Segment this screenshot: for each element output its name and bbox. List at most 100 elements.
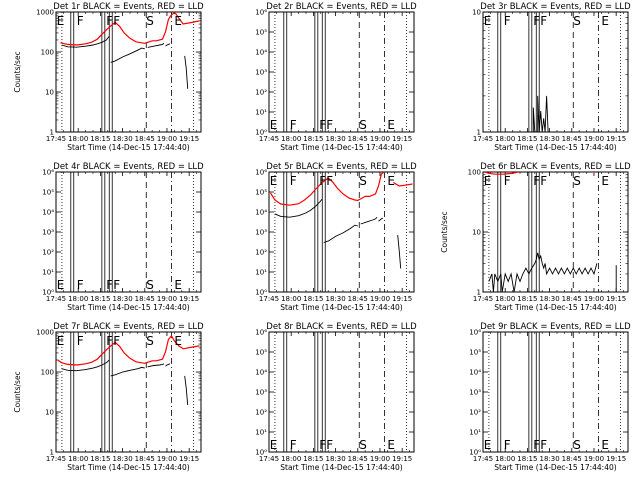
x-tick-label: 18:45	[562, 455, 582, 463]
series-events-line	[165, 43, 171, 47]
x-tick-label: 18:00	[281, 135, 301, 143]
y-tick-label: 10⁰	[255, 449, 267, 457]
y-tick-label: 10³	[42, 229, 54, 237]
marker-label: F	[504, 14, 511, 28]
y-tick-label: 10⁴	[255, 369, 267, 377]
y-tick-label: 10⁴	[255, 209, 267, 217]
marker-label: E	[174, 334, 182, 348]
marker-label: F	[77, 278, 84, 292]
marker-label: S	[573, 438, 581, 452]
marker-label: E	[601, 174, 609, 188]
y-tick-label: 10⁰	[255, 129, 267, 137]
y-tick-label: 10¹	[42, 269, 54, 277]
marker-label: E	[484, 174, 492, 188]
y-tick-label: 10⁴	[255, 49, 267, 57]
x-tick-label: 18:00	[495, 135, 515, 143]
panel-det5r: Det 5r BLACK = Events, RED = LLD 10⁰ 10¹ 10…	[255, 162, 417, 312]
marker-label: E	[57, 278, 65, 292]
panel-title: Det 2r BLACK = Events, RED = LLD	[266, 2, 417, 12]
x-tick-label: 19:00	[157, 455, 177, 463]
x-tick-label: 17:45	[473, 295, 493, 303]
plot-frame	[268, 11, 415, 133]
x-tick-label: 18:15	[517, 455, 537, 463]
x-tick-label: 18:30	[112, 135, 132, 143]
marker-label: E	[484, 438, 492, 452]
y-axis-label: Counts/sec	[440, 211, 449, 252]
x-tick-label: 18:15	[90, 295, 110, 303]
x-tick-label: 18:00	[281, 455, 301, 463]
x-tick-label: 17:45	[473, 135, 493, 143]
panel-det8r: Det 8r BLACK = Events, RED = LLD 10⁰ 10¹ 10…	[255, 322, 417, 472]
x-tick-label: 17:45	[46, 135, 66, 143]
y-axis-label: Counts/sec	[13, 51, 22, 92]
plot-frame	[268, 331, 415, 453]
x-tick-label: 19:00	[584, 295, 604, 303]
plot-area	[484, 172, 622, 292]
plot-frame	[55, 171, 202, 293]
x-tick-label: 17:45	[473, 455, 493, 463]
marker-label: F	[290, 174, 297, 188]
panel-det1r: Det 1r BLACK = Events, RED = LLD 1 10 100 10…	[13, 2, 204, 152]
marker-label: E	[270, 118, 278, 132]
x-tick-label: 19:00	[157, 295, 177, 303]
x-tick-label: 18:15	[303, 455, 323, 463]
x-tick-label: 18:45	[348, 455, 368, 463]
x-tick-label: 18:45	[135, 455, 155, 463]
series-lld-line	[57, 334, 200, 366]
series-lld-line	[269, 172, 385, 206]
plot-area	[57, 332, 200, 452]
x-tick-label: 19:00	[157, 135, 177, 143]
marker-label: E	[270, 438, 278, 452]
marker-label: E	[601, 14, 609, 28]
x-tick-label: 19:15	[179, 135, 199, 143]
plot-area	[488, 12, 622, 132]
y-tick-label: 10⁴	[42, 209, 54, 217]
marker-label: F	[77, 14, 84, 28]
y-tick-label: 10³	[255, 229, 267, 237]
marker-label: S	[359, 438, 367, 452]
series-events-line	[378, 217, 384, 222]
marker-label: S	[146, 14, 154, 28]
panel-title: Det 5r BLACK = Events, RED = LLD	[266, 162, 417, 172]
marker-label: E	[174, 14, 182, 28]
x-tick-label: 19:15	[179, 455, 199, 463]
marker-label: E	[601, 438, 609, 452]
panel-title: Det 7r BLACK = Events, RED = LLD	[53, 322, 204, 332]
series-events-line	[274, 198, 323, 218]
x-tick-label: 18:45	[135, 295, 155, 303]
y-tick-label: 10	[45, 409, 54, 417]
series-events-line	[323, 224, 358, 243]
y-tick-label: 10⁰	[255, 289, 267, 297]
marker-label: S	[146, 334, 154, 348]
x-axis-label: Start Time (14-Dec-15 17:44:40)	[494, 463, 616, 472]
y-tick-label: 100	[41, 369, 54, 377]
y-tick-label: 1	[50, 129, 54, 137]
x-tick-label: 19:15	[606, 295, 626, 303]
x-tick-label: 18:15	[90, 135, 110, 143]
x-tick-label: 18:30	[112, 295, 132, 303]
x-tick-label: 18:00	[68, 135, 88, 143]
marker-label: E	[57, 14, 65, 28]
series-lld-line	[484, 172, 519, 175]
y-tick-label: 10⁰	[469, 449, 481, 457]
y-tick-label: 100	[41, 49, 54, 57]
x-tick-label: 19:00	[584, 455, 604, 463]
series-events-line	[165, 363, 171, 367]
y-tick-label: 10²	[255, 409, 267, 417]
series-events-line	[61, 35, 110, 48]
y-tick-label: 10⁵	[255, 349, 267, 357]
plot-area	[61, 172, 195, 292]
x-tick-label: 18:30	[325, 135, 345, 143]
x-tick-label: 17:45	[46, 455, 66, 463]
x-tick-label: 18:00	[495, 455, 515, 463]
panel-title: Det 3r BLACK = Events, RED = LLD	[480, 2, 631, 12]
panel-det7r: Det 7r BLACK = Events, RED = LLD 1 10 100 10…	[13, 322, 204, 472]
plot-frame	[268, 171, 415, 293]
x-axis-label: Start Time (14-Dec-15 17:44:40)	[494, 303, 616, 312]
x-tick-label: 18:45	[562, 295, 582, 303]
y-tick-label: 10⁶	[255, 9, 267, 17]
plot-area	[274, 332, 408, 452]
series-events-line	[488, 252, 598, 292]
series-events-line	[397, 235, 402, 269]
y-tick-label: 10³	[469, 389, 481, 397]
